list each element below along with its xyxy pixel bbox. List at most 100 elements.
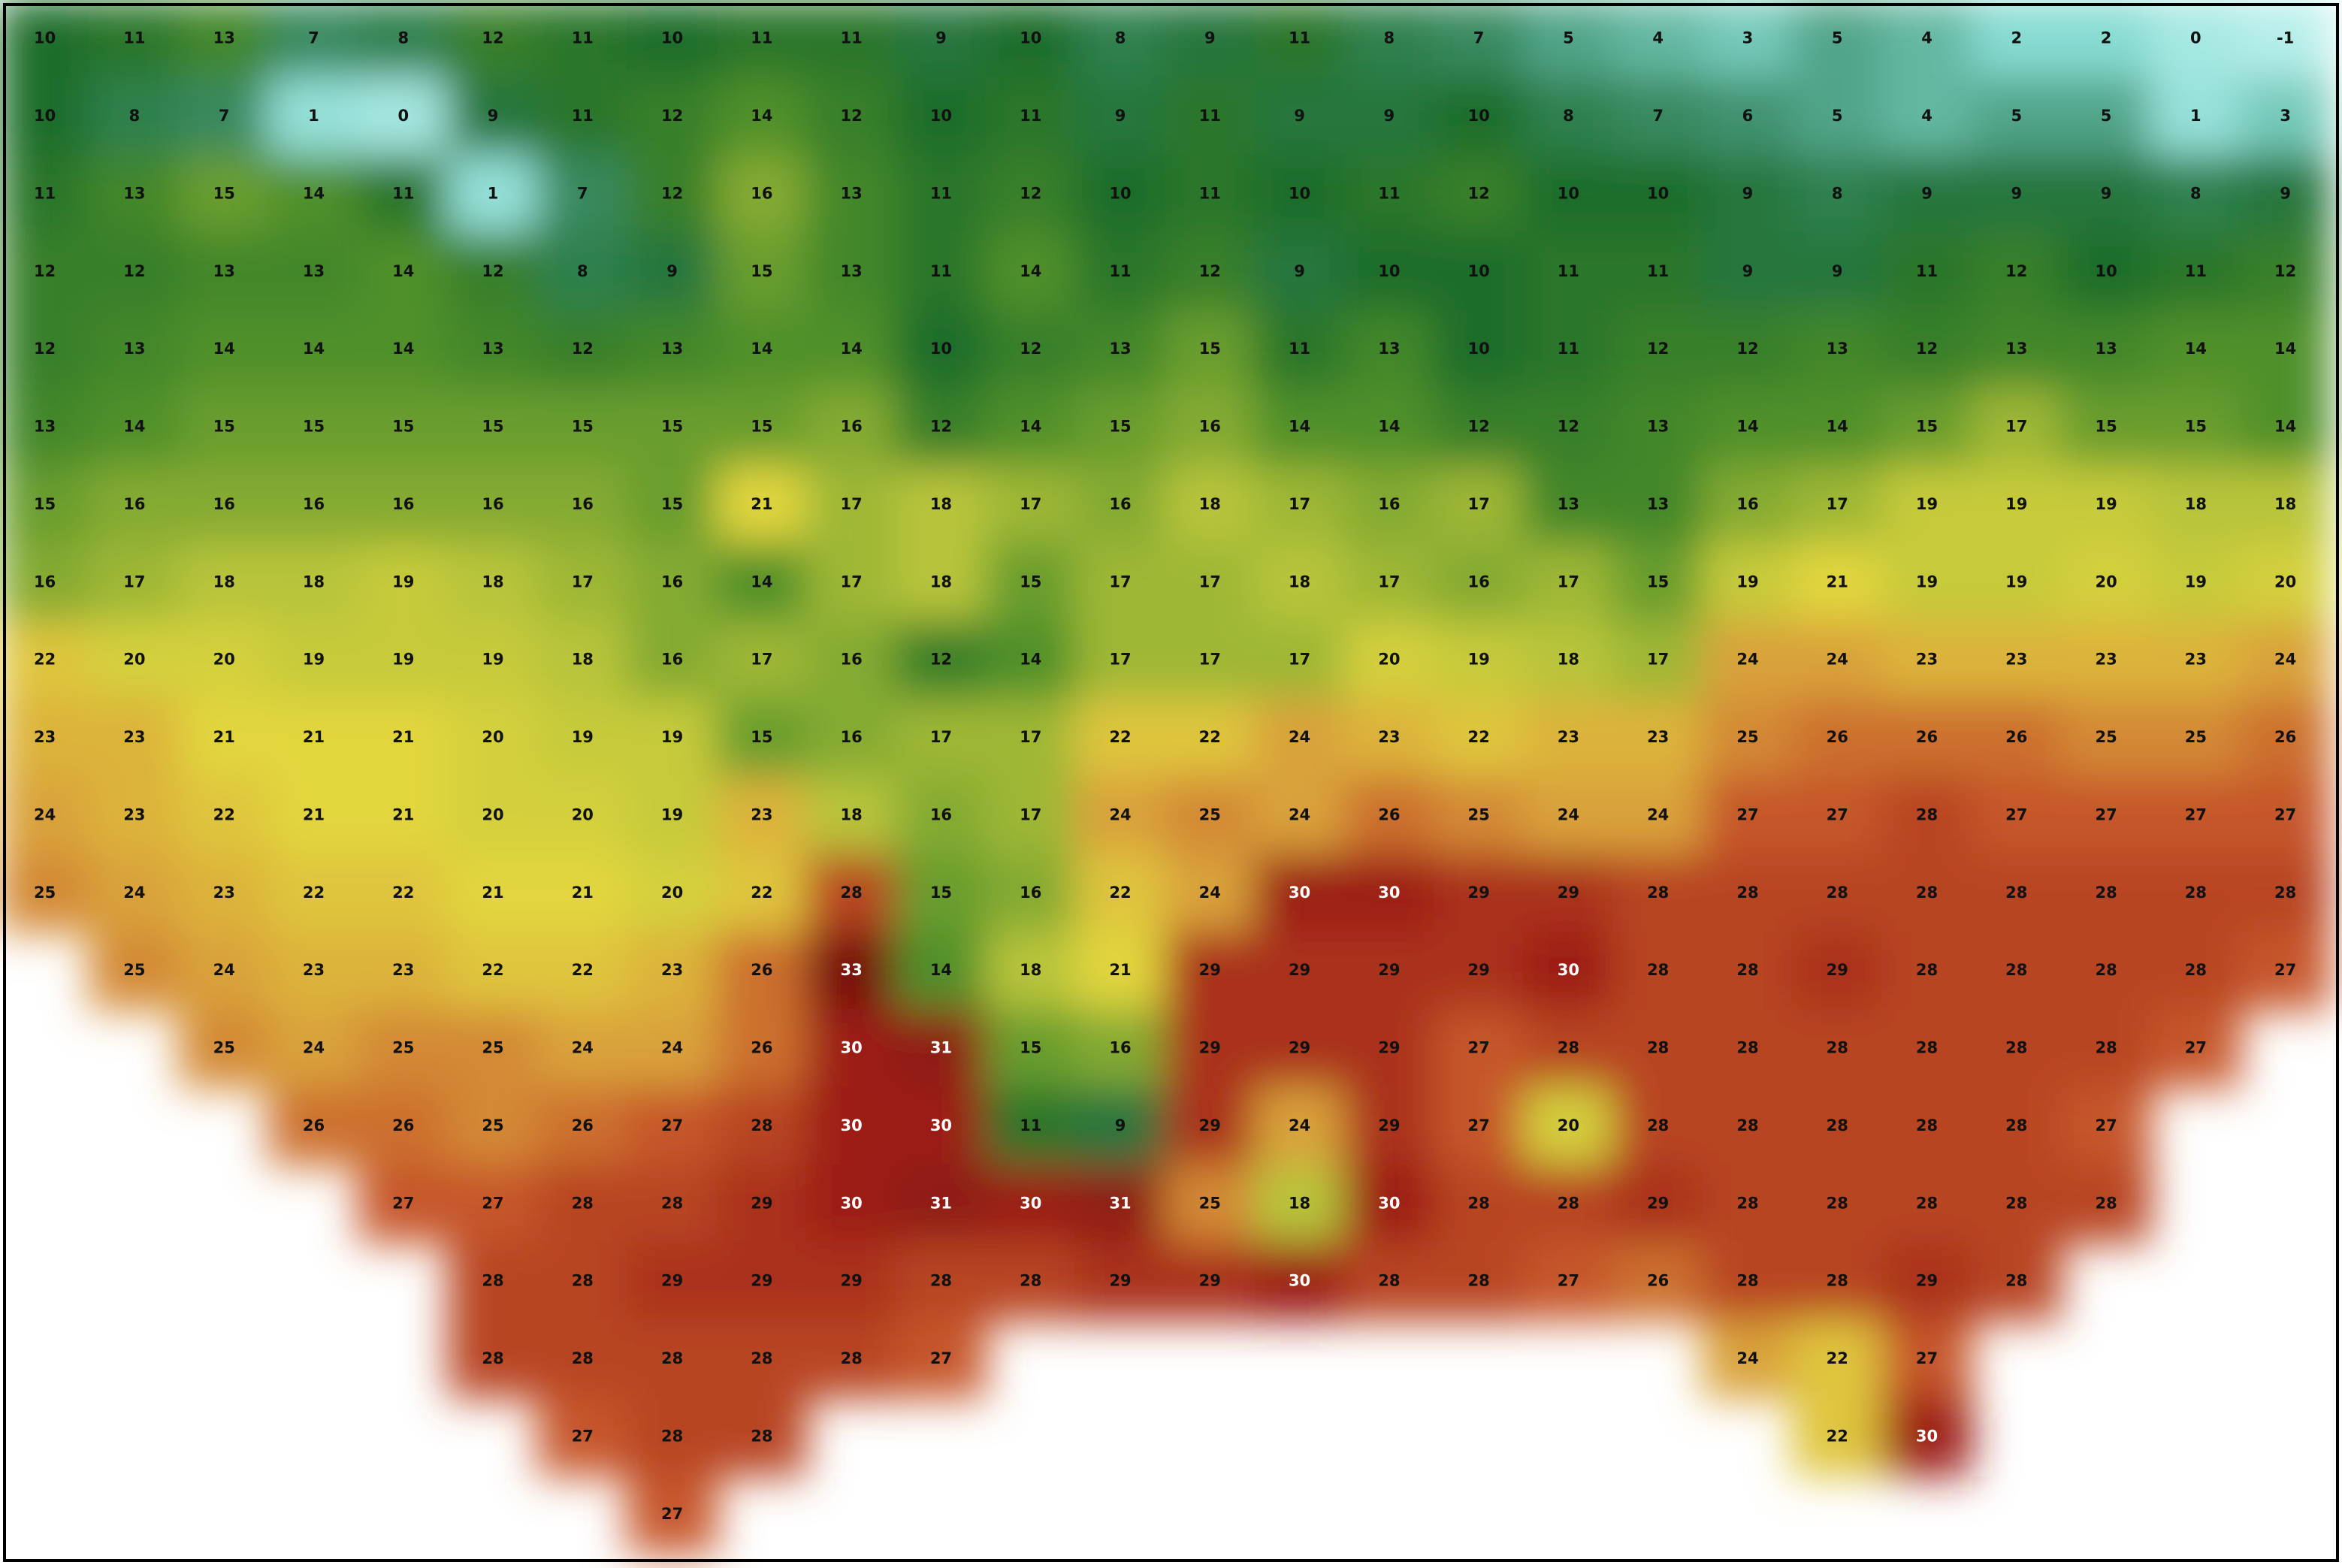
temperature-cell (447, 1164, 539, 1244)
temperature-cell (2060, 1086, 2152, 1166)
temperature-cell (1791, 542, 1883, 623)
temperature-label: 19 (661, 805, 683, 823)
temperature-cell (1612, 1164, 1704, 1244)
temperature-cell (89, 465, 180, 545)
temperature-label: 7 (1652, 107, 1664, 125)
temperature-label: 15 (213, 184, 235, 202)
temperature-label: 22 (1109, 884, 1131, 902)
temperature-cell (1433, 77, 1525, 156)
temperature-cell (1164, 698, 1256, 778)
temperature-cell (716, 1397, 808, 1477)
temperature-cell (2150, 621, 2241, 700)
temperature-cell (89, 698, 180, 778)
temperature-label: 16 (1468, 573, 1490, 591)
temperature-cell (178, 310, 270, 389)
temperature-label: 17 (2005, 418, 2027, 436)
temperature-cell (1702, 0, 1794, 79)
temperature-label: 30 (1289, 884, 1310, 902)
temperature-cell (1702, 1086, 1794, 1166)
temperature-label: 20 (1378, 651, 1400, 669)
temperature-label: 25 (213, 1039, 235, 1057)
temperature-cell (1074, 0, 1166, 79)
temperature-cell (1164, 232, 1256, 312)
temperature-label: 23 (1378, 728, 1400, 746)
temperature-cell (1612, 0, 1704, 79)
temperature-label: 11 (1020, 1116, 1041, 1134)
temperature-cell (1971, 621, 2062, 700)
temperature-cell (1343, 154, 1435, 234)
temperature-cell (626, 542, 718, 623)
temperature-label: 11 (392, 184, 414, 202)
temperature-label: 14 (392, 340, 414, 358)
temperature-label: 28 (2095, 1194, 2117, 1212)
temperature-cell (1881, 1397, 1973, 1477)
temperature-cell (1702, 853, 1794, 933)
temperature-cell (178, 542, 270, 623)
temperature-label: 29 (1827, 961, 1848, 979)
temperature-cell (1971, 387, 2062, 467)
temperature-label: 13 (1827, 340, 1848, 358)
temperature-label: 14 (303, 340, 325, 358)
temperature-cell (178, 853, 270, 933)
temperature-label: 11 (572, 29, 594, 47)
temperature-cell (1881, 0, 1973, 79)
temperature-cell (1702, 621, 1794, 700)
temperature-cell (1971, 775, 2062, 856)
temperature-cell (985, 310, 1077, 389)
temperature-cell (805, 621, 897, 700)
temperature-label: 21 (392, 728, 414, 746)
temperature-label: 11 (1916, 262, 1938, 280)
temperature-cell (985, 1164, 1077, 1244)
temperature-cell (1702, 931, 1794, 1011)
temperature-label: 12 (2274, 262, 2296, 280)
temperature-label: 9 (488, 107, 499, 125)
temperature-label: 12 (1468, 184, 1490, 202)
temperature-cell (267, 698, 360, 778)
temperature-label: 14 (2274, 418, 2296, 436)
temperature-cell (1522, 154, 1615, 234)
temperature-cell (626, 1397, 718, 1477)
temperature-cell (1612, 542, 1704, 623)
temperature-label: 11 (1199, 184, 1221, 202)
temperature-cell (1074, 465, 1166, 545)
temperature-cell (1253, 1242, 1346, 1322)
temperature-cell (1791, 310, 1883, 389)
temperature-label: 28 (1736, 1039, 1758, 1057)
temperature-label: 12 (841, 107, 863, 125)
temperature-cell (1971, 154, 2062, 234)
temperature-label: 14 (751, 107, 772, 125)
temperature-label: 30 (930, 1116, 952, 1134)
temperature-cell (358, 232, 449, 312)
temperature-cell (0, 465, 91, 545)
temperature-label: 11 (1109, 262, 1131, 280)
temperature-cell (89, 0, 180, 79)
temperature-cell (447, 1008, 539, 1089)
temperature-cell (2150, 465, 2241, 545)
temperature-cell (805, 1008, 897, 1089)
temperature-label: 29 (1378, 1039, 1400, 1057)
temperature-cell (536, 232, 628, 312)
temperature-label: 19 (661, 728, 683, 746)
temperature-label: 17 (1020, 805, 1041, 823)
temperature-label: 8 (577, 262, 588, 280)
temperature-cell (716, 154, 808, 234)
temperature-cell (2240, 387, 2331, 467)
temperature-label: 20 (123, 651, 145, 669)
temperature-label: 27 (2095, 1116, 2117, 1134)
temperature-cell (1164, 387, 1256, 467)
map-frame (3, 3, 2339, 1562)
temperature-label: 23 (2095, 651, 2117, 669)
temperature-label: 12 (661, 184, 683, 202)
temperature-label: 20 (661, 884, 683, 902)
temperature-label: 26 (1827, 728, 1848, 746)
temperature-label: 30 (841, 1116, 863, 1134)
temperature-label: 24 (1647, 805, 1669, 823)
temperature-label: 16 (34, 573, 56, 591)
temperature-label: 15 (482, 418, 503, 436)
temperature-label: 13 (1647, 418, 1669, 436)
temperature-label: 28 (482, 1272, 503, 1290)
temperature-label: 27 (930, 1349, 952, 1367)
temperature-label: 28 (2005, 1194, 2027, 1212)
temperature-label: 0 (2190, 29, 2201, 47)
temperature-label: 13 (1109, 340, 1131, 358)
